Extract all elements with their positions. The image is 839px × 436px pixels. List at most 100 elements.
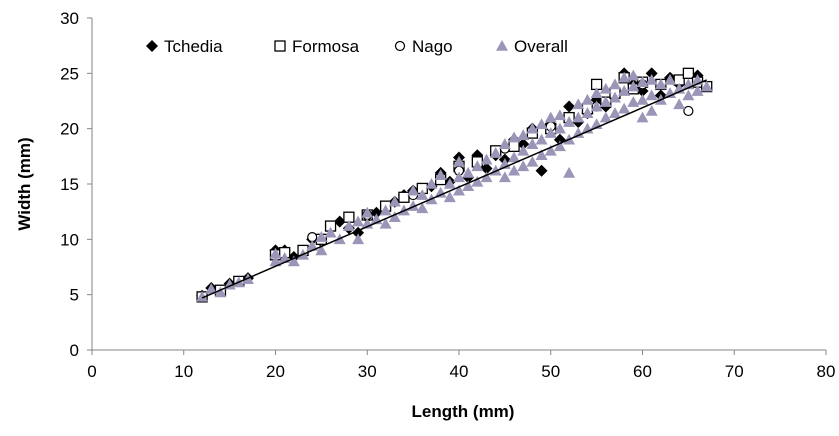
- y-tick-label: 20: [60, 120, 79, 139]
- data-point: [581, 107, 594, 118]
- x-tick-label: 50: [541, 362, 560, 381]
- data-point: [453, 171, 465, 183]
- data-point: [682, 67, 695, 79]
- y-tick-label: 30: [60, 9, 79, 28]
- legend-marker: [274, 40, 286, 52]
- data-point: [508, 164, 521, 176]
- data-point: [535, 149, 548, 161]
- data-point: [572, 111, 585, 123]
- data-point: [453, 155, 465, 167]
- data-point: [535, 133, 548, 145]
- data-point: [471, 160, 484, 172]
- data-point: [608, 91, 621, 103]
- data-point: [581, 93, 594, 105]
- data-point: [683, 105, 694, 117]
- y-tick-label: 5: [70, 286, 79, 305]
- data-point: [517, 160, 530, 172]
- data-point: [627, 69, 640, 81]
- data-point: [370, 206, 383, 219]
- legend-label: Formosa: [292, 37, 360, 56]
- data-point: [544, 144, 557, 156]
- x-tick-label: 40: [450, 362, 469, 381]
- legend-label: Tchedia: [164, 37, 223, 56]
- data-point: [618, 71, 631, 83]
- data-point: [517, 144, 530, 156]
- data-point: [462, 180, 475, 192]
- legend-item-formosa: Formosa: [274, 37, 360, 56]
- data-point: [618, 102, 631, 114]
- data-point: [361, 206, 374, 218]
- data-point: [416, 189, 429, 200]
- data-point: [664, 73, 677, 85]
- x-ticks: 0 10 20 30 40 50 60 70 80: [87, 350, 835, 381]
- data-point: [645, 89, 658, 101]
- data-point: [700, 80, 713, 92]
- data-point: [627, 80, 640, 92]
- data-point: [599, 111, 612, 123]
- data-point: [654, 78, 667, 90]
- data-point: [544, 127, 557, 138]
- data-point: [306, 239, 319, 251]
- data-point: [517, 129, 530, 141]
- data-point: [618, 85, 631, 96]
- data-point: [196, 290, 209, 302]
- data-point: [599, 82, 612, 94]
- data-point: [590, 100, 603, 112]
- data-point: [553, 109, 566, 121]
- data-point: [398, 191, 410, 203]
- y-tick-label: 15: [60, 175, 79, 194]
- data-point: [517, 138, 530, 151]
- data-point: [664, 87, 677, 99]
- data-point: [508, 151, 521, 163]
- trendline-layer: [201, 79, 708, 299]
- y-tick-label: 25: [60, 64, 79, 83]
- data-point: [480, 171, 493, 183]
- x-tick-label: 80: [817, 362, 836, 381]
- data-point: [526, 138, 539, 149]
- data-point: [599, 96, 612, 107]
- x-tick-label: 30: [358, 362, 377, 381]
- data-point: [324, 226, 337, 238]
- data-point: [315, 244, 328, 256]
- data-point: [553, 122, 566, 134]
- legend-marker: [146, 40, 158, 52]
- data-point: [489, 147, 502, 158]
- y-ticks: 0 5 10 15 20 25 30: [60, 9, 92, 360]
- data-point: [471, 175, 484, 187]
- data-point: [443, 178, 456, 189]
- data-point: [563, 100, 576, 113]
- data-point: [407, 184, 420, 196]
- data-point: [535, 118, 548, 130]
- data-point: [388, 195, 401, 207]
- data-point: [526, 122, 539, 134]
- y-tick-label: 10: [60, 230, 79, 249]
- data-point: [388, 211, 401, 222]
- data-point: [480, 153, 493, 165]
- legend-item-tchedia: Tchedia: [146, 37, 223, 56]
- data-point: [590, 87, 603, 99]
- data-point: [645, 67, 658, 80]
- x-tick-label: 20: [266, 362, 285, 381]
- data-point: [453, 184, 465, 196]
- data-point: [379, 217, 392, 229]
- data-point: [544, 111, 557, 123]
- x-tick-label: 0: [87, 362, 96, 381]
- data-point: [342, 220, 355, 231]
- legend: Tchedia Formosa Nago Overall: [146, 37, 568, 56]
- data-point: [682, 89, 695, 101]
- data-point: [508, 140, 520, 153]
- trendline: [201, 79, 708, 299]
- data-point: [352, 233, 365, 245]
- data-point: [480, 162, 493, 175]
- data-point: [498, 138, 511, 149]
- legend-marker: [496, 40, 508, 51]
- data-point: [352, 215, 365, 227]
- data-point: [526, 155, 539, 167]
- data-point: [508, 131, 521, 143]
- data-point: [572, 98, 585, 110]
- data-point: [627, 96, 640, 107]
- data-point: [434, 169, 447, 180]
- data-point: [205, 283, 218, 294]
